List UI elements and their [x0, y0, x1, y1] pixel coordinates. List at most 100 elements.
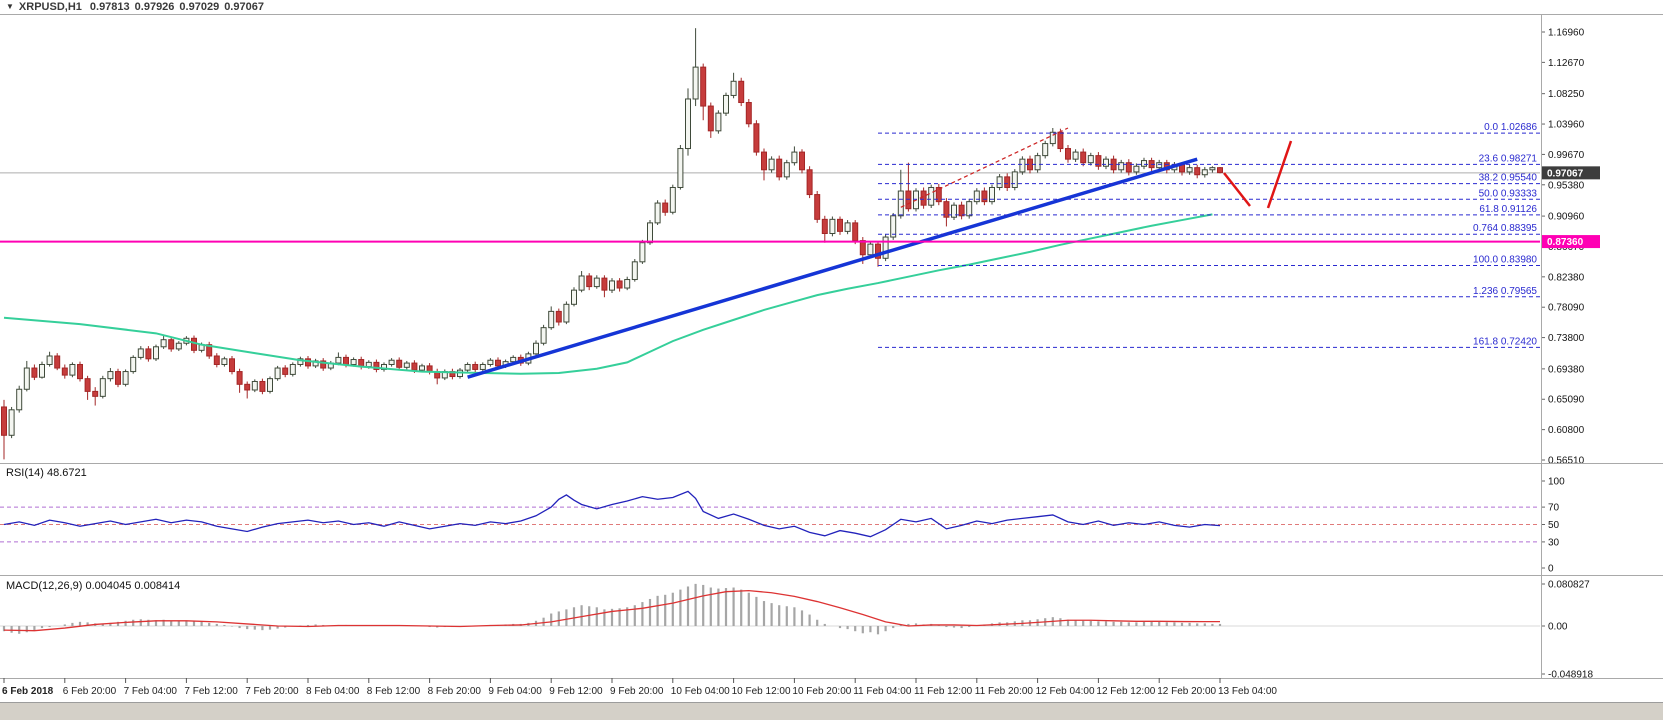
- candle: [1, 399, 7, 460]
- ohlc-close: 0.97067: [224, 1, 264, 13]
- candle: [77, 361, 83, 382]
- candle-body: [1049, 131, 1056, 145]
- forecast-arrow-segment: [1223, 172, 1251, 207]
- candle: [8, 406, 15, 439]
- candle: [920, 187, 927, 209]
- candle-body: [77, 363, 83, 380]
- time-axis[interactable]: 6 Feb 2018 6 Feb 20:00 7 Feb 04:00 7 Feb 12…: [2, 678, 1277, 697]
- trendline[interactable]: [467, 157, 1198, 379]
- candle: [700, 63, 707, 121]
- time-axis-label: 11 Feb 20:00: [975, 686, 1034, 697]
- candle-body: [692, 66, 699, 100]
- candle: [776, 155, 783, 181]
- candle-body: [768, 158, 775, 171]
- candle-body: [875, 243, 881, 259]
- moving-average-line[interactable]: [3, 213, 1213, 375]
- candle: [1080, 148, 1087, 167]
- candle-body: [221, 358, 228, 365]
- macd-histogram[interactable]: [2, 583, 1222, 635]
- candle: [1042, 140, 1049, 159]
- fib-level-label: 161.8 0.72420: [1473, 336, 1537, 347]
- candle-body: [343, 356, 349, 365]
- chart-marker-icon[interactable]: ▼: [6, 2, 14, 11]
- candle-body: [1080, 151, 1087, 164]
- price-axis-label: 0.56510: [1548, 455, 1585, 466]
- candle-body: [867, 243, 874, 256]
- candle-body: [829, 218, 836, 235]
- candle-body: [130, 356, 137, 373]
- fib-level-label: 23.6 0.98271: [1479, 153, 1538, 164]
- current-price-tag: [1542, 166, 1600, 180]
- candle: [39, 361, 45, 379]
- candle-body: [259, 380, 266, 392]
- time-axis-label: 6 Feb 2018: [2, 686, 54, 697]
- candle: [1141, 157, 1147, 170]
- candle-body: [966, 201, 973, 217]
- candle-body: [267, 378, 273, 392]
- macd-panel[interactable]: [0, 583, 1540, 635]
- fib-level-label: 0.0 1.02686: [1484, 122, 1537, 133]
- candle: [191, 335, 197, 354]
- fib-level-label: 50.0 0.93333: [1479, 188, 1538, 199]
- candle-body: [1125, 162, 1132, 173]
- main-chart-area[interactable]: 0.0 1.02686 23.6 0.98271 38.2 0.95540 50.0 …: [0, 28, 1540, 460]
- candle-body: [791, 151, 798, 164]
- candle-body: [707, 105, 714, 132]
- candle: [1118, 159, 1125, 173]
- candle-body: [479, 363, 486, 370]
- candle: [61, 364, 68, 379]
- candle-body: [578, 275, 585, 291]
- candle: [958, 201, 965, 220]
- macd-signal-line[interactable]: [3, 589, 1220, 632]
- candle-body: [396, 359, 403, 368]
- fibonacci-retracement[interactable]: 0.0 1.02686 23.6 0.98271 38.2 0.95540 50.0 …: [878, 122, 1540, 348]
- candle-body: [730, 80, 737, 96]
- candle: [464, 362, 471, 373]
- candle-body: [677, 148, 684, 188]
- candle-body: [882, 236, 889, 259]
- rsi-line[interactable]: [3, 490, 1221, 538]
- candle-body: [1087, 155, 1094, 164]
- candle-body: [973, 190, 980, 203]
- forecast-arrow-segment: [1266, 140, 1293, 209]
- candle-body: [39, 363, 45, 378]
- price-axis-label: 0.82380: [1548, 272, 1585, 283]
- candle-body: [905, 190, 912, 210]
- candle-body: [107, 371, 114, 380]
- candle-body: [229, 358, 235, 373]
- candles-layer: [1, 28, 1223, 460]
- time-axis-label: 11 Feb 12:00: [914, 686, 973, 697]
- rsi-panel[interactable]: [0, 490, 1540, 543]
- fib-level-label: 38.2 0.95540: [1479, 173, 1538, 184]
- candle: [981, 187, 988, 206]
- forecast-arrows[interactable]: [1223, 140, 1293, 209]
- candle-body: [631, 261, 638, 281]
- candle: [153, 344, 159, 361]
- candle-body: [776, 158, 783, 178]
- candle-body: [487, 359, 494, 365]
- candle: [867, 241, 874, 258]
- rsi-axis-label: 30: [1548, 537, 1560, 548]
- candle: [829, 216, 836, 237]
- candle-body: [624, 279, 631, 289]
- candle-body: [996, 176, 1003, 188]
- candle-body: [1186, 167, 1193, 173]
- candle: [882, 234, 889, 262]
- candle: [814, 191, 821, 223]
- candle: [335, 352, 342, 366]
- candle-body: [464, 363, 471, 371]
- candle-body: [920, 190, 927, 206]
- candle-body: [115, 371, 121, 385]
- dashed-trendline[interactable]: [900, 127, 1069, 208]
- candle-body: [1011, 171, 1018, 188]
- price-axis[interactable]: 1.16960 1.12670 1.08250 1.03960 0.99670 0.953…: [1541, 28, 1600, 467]
- candle: [563, 301, 570, 325]
- candle: [624, 276, 631, 291]
- candle-body: [54, 355, 61, 369]
- time-axis-label: 9 Feb 20:00: [610, 686, 664, 697]
- candle-body: [305, 358, 311, 367]
- time-axis-label: 8 Feb 12:00: [367, 686, 421, 697]
- candle-body: [84, 378, 91, 392]
- candle-body: [745, 102, 752, 125]
